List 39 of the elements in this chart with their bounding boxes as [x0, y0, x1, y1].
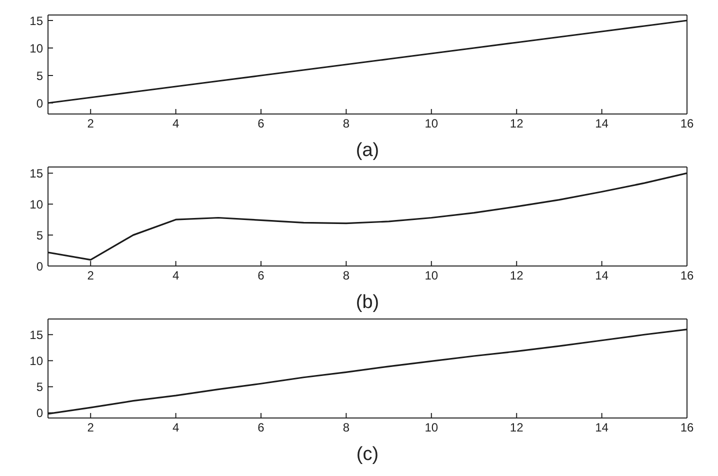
x-tick-label: 8	[342, 420, 350, 435]
y-tick-label: 5	[36, 380, 44, 394]
x-tick-label: 16	[680, 268, 694, 283]
x-tick-label: 4	[172, 268, 180, 283]
x-tick-label: 6	[258, 268, 265, 283]
x-tick-label: 8	[342, 116, 350, 131]
x-tick-label: 12	[510, 116, 524, 131]
y-tick-label: 15	[30, 14, 44, 28]
y-tick-label: 10	[30, 41, 44, 56]
x-tick-label: 10	[424, 420, 438, 435]
y-tick-label: 5	[36, 68, 44, 83]
y-tick-label: 10	[30, 354, 44, 368]
y-tick-label: 0	[36, 259, 44, 274]
y-tick-label: 5	[36, 228, 44, 242]
y-tick-label: 15	[30, 328, 44, 342]
x-tick-label: 10	[424, 116, 438, 131]
x-tick-label: 14	[595, 420, 609, 435]
x-tick-label: 4	[172, 116, 180, 131]
x-tick-label: 14	[595, 116, 609, 131]
y-tick-label: 10	[30, 197, 44, 212]
x-tick-label: 2	[87, 420, 94, 435]
x-tick-label: 6	[258, 116, 265, 131]
x-tick-label: 10	[424, 268, 438, 283]
x-tick-label: 12	[510, 268, 524, 283]
y-tick-label: 0	[36, 406, 44, 420]
x-tick-label: 8	[342, 268, 350, 283]
x-axis-title: (c)	[356, 444, 379, 465]
x-tick-label: 12	[510, 420, 524, 435]
x-tick-label: 14	[595, 268, 609, 283]
x-axis-title: (b)	[356, 292, 380, 313]
x-tick-label: 2	[87, 116, 94, 131]
y-tick-label: 0	[36, 96, 44, 110]
x-tick-label: 2	[87, 268, 94, 283]
x-tick-label: 4	[172, 420, 180, 435]
x-tick-label: 6	[258, 420, 265, 435]
x-tick-label: 16	[680, 116, 694, 131]
y-tick-label: 15	[30, 166, 44, 180]
x-axis-title: (a)	[356, 140, 380, 161]
x-tick-label: 16	[680, 420, 694, 435]
